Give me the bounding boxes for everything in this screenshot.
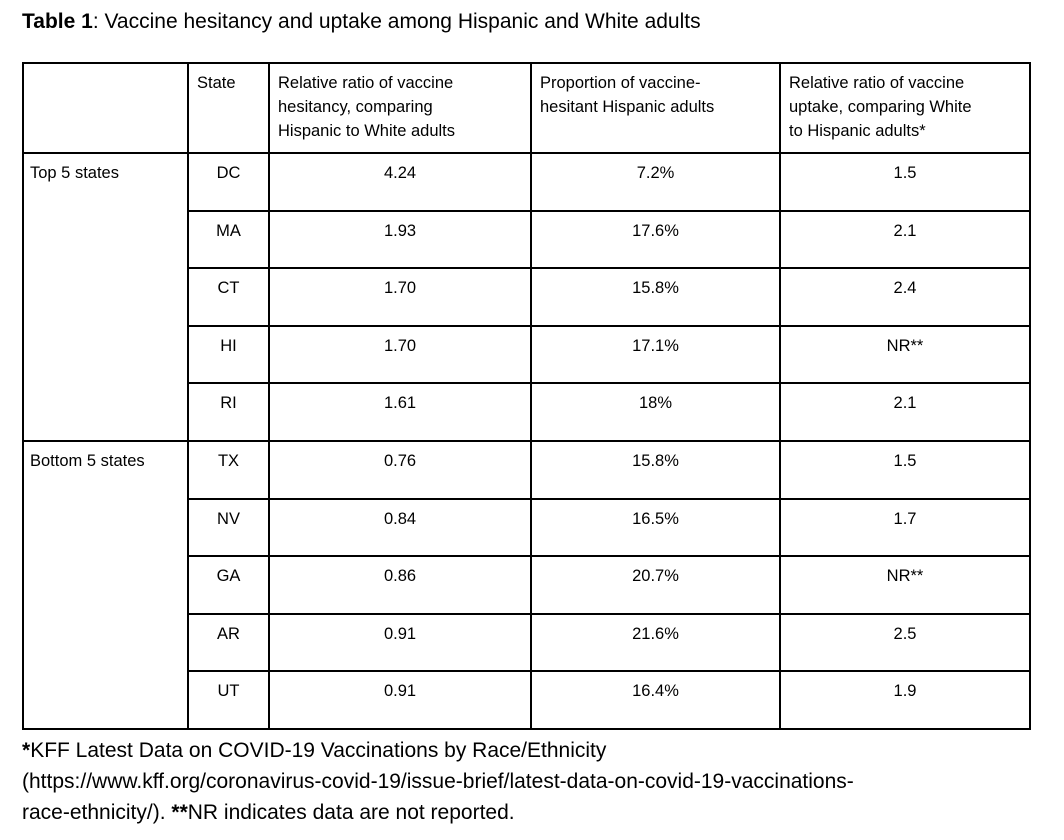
footnote: *KFF Latest Data on COVID-19 Vaccination… — [22, 735, 1036, 828]
footnote-double-asterisk: ** — [171, 800, 188, 824]
value-cell: 0.86 — [268, 555, 532, 615]
corner-cell — [22, 62, 189, 154]
value-cell: 1.5 — [779, 152, 1031, 212]
state-cell: DC — [187, 152, 270, 212]
table-row: CT 1.70 15.8% 2.4 — [23, 267, 1031, 327]
state-cell: MA — [187, 209, 270, 270]
value-cell: 1.5 — [779, 439, 1031, 500]
value-cell: 0.84 — [268, 497, 532, 558]
value-cell: 2.4 — [779, 267, 1031, 327]
value-cell: 0.91 — [268, 670, 532, 730]
value-cell: 4.24 — [268, 152, 532, 212]
state-cell: NV — [187, 497, 270, 558]
footnote-asterisk: * — [22, 738, 31, 762]
value-cell: 0.76 — [268, 439, 532, 500]
value-cell: 1.70 — [268, 267, 532, 327]
footnote-source-text: KFF Latest Data on COVID-19 Vaccinations… — [22, 738, 854, 824]
value-cell: 0.91 — [268, 612, 532, 673]
header-hesitancy-ratio: Relative ratio of vaccine hesitancy, com… — [268, 62, 532, 154]
value-cell: 16.4% — [530, 670, 781, 730]
value-cell: NR** — [779, 555, 1031, 615]
value-cell: 7.2% — [530, 152, 781, 212]
header-uptake-ratio: Relative ratio of vaccine uptake, compar… — [779, 62, 1031, 154]
table-row: HI 1.70 17.1% NR** — [23, 324, 1031, 385]
state-cell: HI — [187, 324, 270, 385]
value-cell: 1.93 — [268, 209, 532, 270]
table-title-label: Table 1 — [22, 10, 93, 33]
value-cell: 21.6% — [530, 612, 781, 673]
state-cell: CT — [187, 267, 270, 327]
state-cell: RI — [187, 382, 270, 442]
state-cell: TX — [187, 439, 270, 500]
header-hesitant-proportion: Proportion of vaccine- hesitant Hispanic… — [530, 62, 781, 154]
value-cell: 15.8% — [530, 439, 781, 500]
value-cell: 2.1 — [779, 382, 1031, 442]
state-cell: UT — [187, 670, 270, 730]
header-state: State — [187, 62, 270, 154]
value-cell: 17.1% — [530, 324, 781, 385]
table-row: Top 5 states DC 4.24 7.2% 1.5 — [22, 152, 1031, 442]
state-cell: GA — [187, 555, 270, 615]
table-title: Table 1: Vaccine hesitancy and uptake am… — [22, 8, 1042, 36]
header-row: State Relative ratio of vaccine hesitanc… — [22, 62, 1031, 154]
data-table: State Relative ratio of vaccine hesitanc… — [22, 62, 1031, 730]
group-label-cell: Bottom 5 states — [22, 439, 189, 730]
value-cell: 15.8% — [530, 267, 781, 327]
table-title-text: : Vaccine hesitancy and uptake among His… — [92, 10, 701, 33]
value-cell: 17.6% — [530, 209, 781, 270]
value-cell: 1.7 — [779, 497, 1031, 558]
group-label-cell: Top 5 states — [22, 152, 189, 442]
table-row: NV 0.84 16.5% 1.7 — [23, 497, 1031, 558]
value-cell: 1.70 — [268, 324, 532, 385]
value-cell: NR** — [779, 324, 1031, 385]
table-row: AR 0.91 21.6% 2.5 — [23, 612, 1031, 673]
value-cell: 16.5% — [530, 497, 781, 558]
footnote-nr-text: NR indicates data are not reported. — [187, 800, 515, 824]
state-cell: AR — [187, 612, 270, 673]
value-cell: 1.61 — [268, 382, 532, 442]
value-cell: 1.9 — [779, 670, 1031, 730]
value-cell: 18% — [530, 382, 781, 442]
table-row: RI 1.61 18% 2.1 — [23, 382, 1031, 442]
table-row: GA 0.86 20.7% NR** — [23, 555, 1031, 615]
value-cell: 2.1 — [779, 209, 1031, 270]
value-cell: 2.5 — [779, 612, 1031, 673]
value-cell: 20.7% — [530, 555, 781, 615]
table-row: MA 1.93 17.6% 2.1 — [23, 209, 1031, 270]
table-row: Bottom 5 states TX 0.76 15.8% 1.5 — [22, 439, 1031, 730]
table-row: UT 0.91 16.4% 1.9 — [23, 670, 1031, 730]
